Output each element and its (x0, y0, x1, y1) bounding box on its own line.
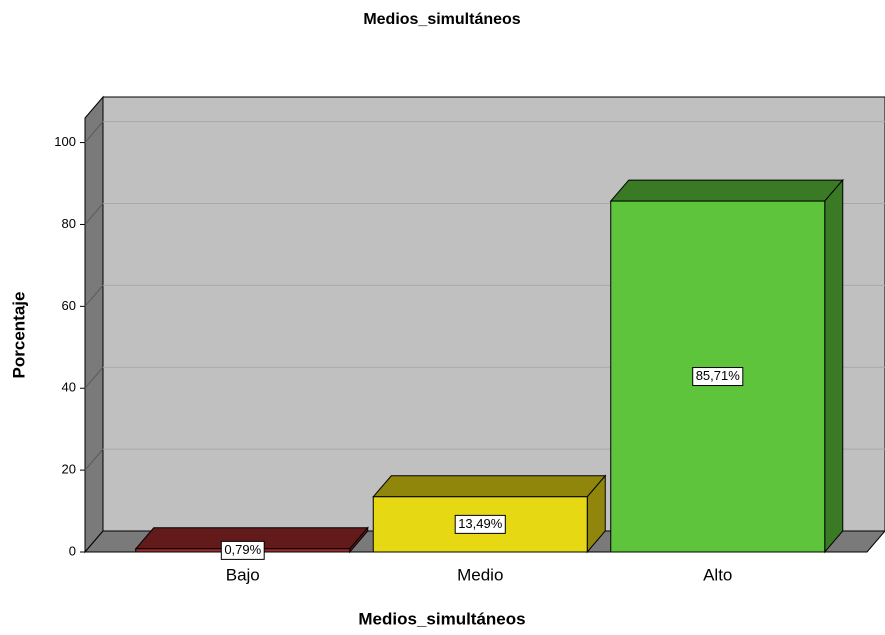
grid-line (84, 203, 104, 225)
bar-side (824, 178, 844, 554)
y-tick-label: 40 (62, 380, 76, 395)
value-label: 0,79% (224, 542, 261, 557)
bar-top (372, 475, 607, 498)
x-axis-title: Medios_simultáneos (358, 609, 525, 628)
y-tick-label: 0 (69, 543, 76, 558)
y-tick-label: 80 (62, 216, 76, 231)
value-label: 85,71% (696, 368, 741, 383)
y-tick-label: 60 (62, 298, 76, 313)
value-label-box (692, 367, 744, 387)
bar (372, 496, 588, 553)
value-label-box (454, 514, 506, 534)
x-tick-label: Alto (703, 565, 732, 584)
grid-line (84, 366, 104, 389)
y-tick-label: 20 (62, 462, 76, 477)
x-tick-label: Medio (457, 565, 503, 584)
y-axis-title: Porcentaje (9, 292, 28, 379)
chart-title: Medios_simultáneos (363, 11, 520, 28)
value-label-box (220, 540, 265, 560)
left-wall (84, 95, 104, 554)
x-tick-label: Bajo (226, 565, 260, 584)
grid-line (84, 121, 104, 143)
grid-line (84, 448, 104, 471)
y-tick-label: 100 (54, 134, 76, 149)
bar-top (609, 179, 844, 202)
grid-line (84, 285, 104, 307)
value-label: 13,49% (458, 516, 503, 531)
